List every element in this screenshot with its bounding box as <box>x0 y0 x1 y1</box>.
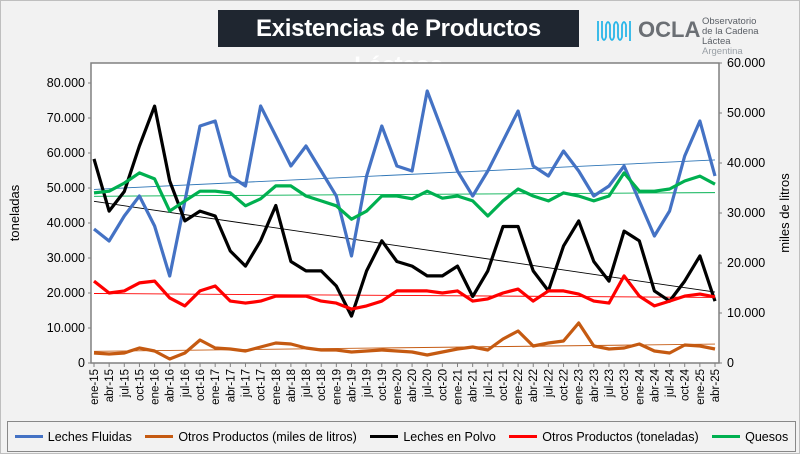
x-tick-label: abr-25 <box>710 369 722 402</box>
x-tick-label: ene-24 <box>634 368 646 404</box>
series-line-1 <box>93 321 716 361</box>
legend-item: Otros Productos (miles de litros) <box>145 430 357 444</box>
right-tick-label: 50.000 <box>727 106 765 120</box>
line-chart: 0 10.000 20.000 30.000 40.000 50.000 60.000 70.… <box>7 56 792 405</box>
x-tick-label: oct-22 <box>559 369 571 401</box>
ocla-logo: OCLA Observatorio de la Cadena Láctea Ar… <box>596 15 776 57</box>
x-tick-label: abr-21 <box>468 369 480 402</box>
x-tick-label: oct-23 <box>619 369 631 401</box>
x-tick-label: ene-25 <box>695 369 707 405</box>
legend: Leches Fluidas Otros Productos (miles de … <box>7 421 796 452</box>
legend-label: Leches Fluidas <box>47 429 132 444</box>
series-line-2 <box>92 104 717 318</box>
legend-item: Leches Fluidas <box>14 429 132 444</box>
right-tick-label: 40.000 <box>727 156 765 170</box>
x-tick-label: jul-24 <box>665 368 677 398</box>
legend-swatch <box>712 435 741 438</box>
left-axis: 0 10.000 20.000 30.000 40.000 50.000 60.000 70.… <box>47 76 91 370</box>
x-tick-label: abr-24 <box>649 368 661 402</box>
left-tick-label: 30.000 <box>47 251 85 265</box>
series-line-4 <box>93 171 716 221</box>
x-tick-label: ene-21 <box>453 369 465 405</box>
x-tick-label: oct-21 <box>498 369 510 401</box>
right-axis-label: miles de litros <box>777 173 792 253</box>
ocla-wave-icon <box>597 21 631 41</box>
legend-item: Leches en Polvo <box>370 429 496 444</box>
x-tick-label: oct-16 <box>195 369 207 401</box>
x-tick-label: ene-20 <box>392 369 404 405</box>
left-tick-label: 80.000 <box>47 76 85 90</box>
left-tick-label: 0 <box>78 356 85 370</box>
x-tick-label: ene-22 <box>513 369 525 405</box>
logo-line-3: Argentina <box>702 46 743 57</box>
series-line-0 <box>93 89 717 278</box>
x-axis: ene-15 abr-15 jul-15 oct-15 ene-16 abr-16 jul-… <box>89 363 722 405</box>
x-tick-label: ene-23 <box>574 369 586 405</box>
left-tick-label: 60.000 <box>47 146 85 160</box>
right-tick-label: 10.000 <box>727 306 765 320</box>
legend-swatch <box>145 435 174 438</box>
logo-name: OCLA <box>638 17 701 42</box>
series-lines <box>92 89 717 361</box>
legend-label: Leches en Polvo <box>403 429 496 444</box>
plot-area <box>90 62 720 364</box>
x-tick-label: oct-19 <box>377 369 389 401</box>
x-tick-label: jul-23 <box>604 369 616 398</box>
left-tick-label: 70.000 <box>47 111 85 125</box>
x-tick-label: ene-15 <box>89 369 101 405</box>
x-tick-label: abr-17 <box>225 369 237 402</box>
x-tick-label: abr-15 <box>104 369 116 402</box>
x-tick-label: jul-22 <box>543 369 555 398</box>
right-axis: 0 10.000 20.000 30.000 40.000 50.000 60.000 <box>719 56 765 370</box>
chart-title: Existencias de Productos Lácteos <box>218 10 579 79</box>
left-tick-label: 40.000 <box>47 216 85 230</box>
logo-line-1: Observatorio <box>702 16 757 27</box>
x-tick-label: abr-22 <box>528 369 540 402</box>
x-tick-label: abr-16 <box>165 369 177 402</box>
x-tick-label: ene-17 <box>210 369 222 405</box>
legend-label: Otros Productos (toneladas) <box>542 429 699 444</box>
logo-subtitle: Observatorio de la Cadena Láctea Argenti… <box>702 17 776 57</box>
x-tick-label: oct-24 <box>680 368 692 401</box>
legend-label: Otros Productos (miles de litros) <box>178 429 357 444</box>
right-tick-label: 0 <box>727 356 734 370</box>
trendline-1 <box>93 343 716 352</box>
legend-item: Otros Productos (toneladas) <box>509 429 699 444</box>
legend-swatch <box>14 435 43 438</box>
x-tick-label: ene-19 <box>331 369 343 405</box>
trendline-0 <box>93 159 716 190</box>
legend-swatch <box>509 435 538 438</box>
x-tick-label: abr-19 <box>346 369 358 402</box>
x-tick-label: abr-18 <box>286 369 298 402</box>
x-tick-label: jul-15 <box>119 369 131 398</box>
legend-swatch <box>370 435 399 438</box>
legend-item: Quesos <box>712 430 788 444</box>
x-tick-label: ene-18 <box>271 369 283 405</box>
x-tick-label: jul-21 <box>483 369 495 398</box>
left-tick-label: 50.000 <box>47 181 85 195</box>
logo-line-2: de la Cadena Láctea <box>702 26 759 47</box>
x-tick-label: oct-18 <box>316 369 328 401</box>
x-tick-label: oct-15 <box>134 369 146 401</box>
x-tick-label: jul-16 <box>180 369 192 398</box>
right-tick-label: 20.000 <box>727 256 765 270</box>
x-tick-label: oct-17 <box>256 369 268 401</box>
x-tick-label: jul-17 <box>240 369 252 398</box>
x-tick-label: jul-20 <box>422 369 434 398</box>
legend-label: Quesos <box>745 429 789 444</box>
left-tick-label: 10.000 <box>47 321 85 335</box>
left-axis-label: toneladas <box>7 184 22 241</box>
series-line-3 <box>93 274 716 311</box>
x-tick-label: abr-23 <box>589 369 601 402</box>
x-tick-label: jul-19 <box>362 369 374 398</box>
x-tick-label: oct-20 <box>437 369 449 401</box>
x-tick-label: jul-18 <box>301 369 313 398</box>
x-tick-label: ene-16 <box>150 369 162 405</box>
right-tick-label: 30.000 <box>727 206 765 220</box>
left-tick-label: 20.000 <box>47 286 85 300</box>
right-tick-label: 60.000 <box>727 56 765 70</box>
x-tick-label: abr-20 <box>407 369 419 402</box>
